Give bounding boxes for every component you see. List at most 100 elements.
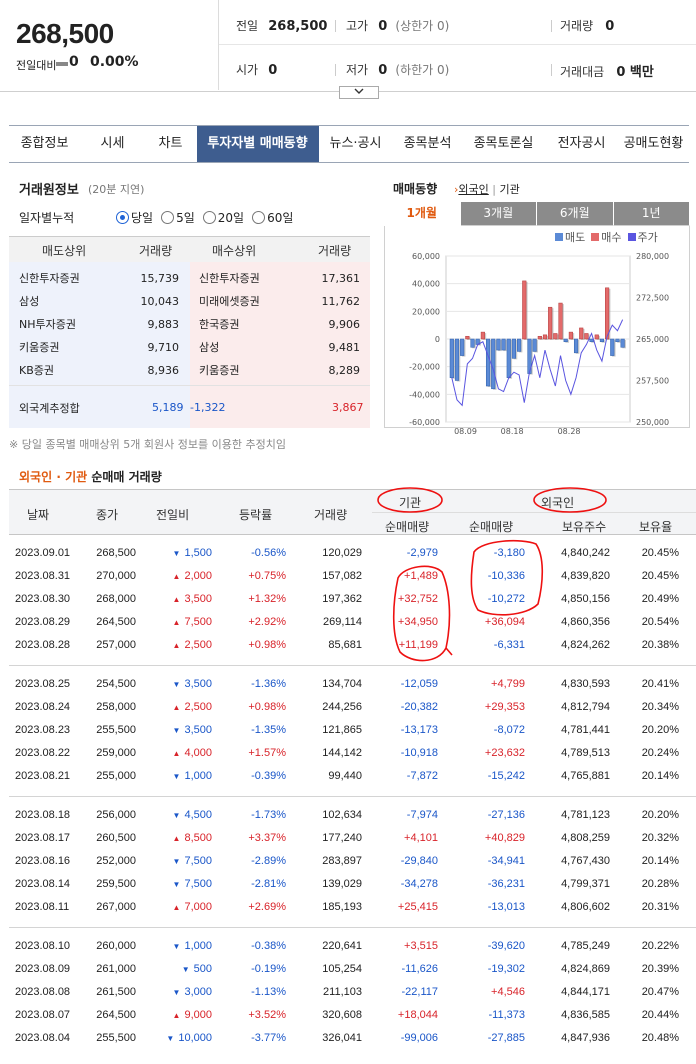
period-radio-label: 20일 xyxy=(217,211,245,225)
tab-2[interactable]: 차트 xyxy=(158,136,183,151)
sell-bar xyxy=(610,338,615,356)
sell-broker-volume: 9,883 xyxy=(147,318,180,331)
institution-net-cell: +11,199 xyxy=(398,639,438,651)
sell-broker-volume: 9,710 xyxy=(147,341,180,354)
expand-button[interactable] xyxy=(339,86,379,99)
volume: 거래량 0 xyxy=(560,17,614,34)
diff-value: 500 xyxy=(193,963,212,975)
radio-button-icon[interactable] xyxy=(161,211,175,224)
header-holding-ratio: 보유율 xyxy=(639,520,673,534)
radio-button-icon[interactable] xyxy=(252,211,266,224)
institution-net-cell: -10,918 xyxy=(400,747,438,759)
sell-broker-name[interactable]: 키움증권 xyxy=(19,341,60,354)
header-foreign-net: 순매매량 xyxy=(469,520,514,534)
volume-cell: 244,256 xyxy=(322,701,362,713)
diff-value: 2,500 xyxy=(184,701,212,713)
date-cell: 2023.08.07 xyxy=(15,1009,71,1021)
sell-broker-name[interactable]: 삼성 xyxy=(19,295,40,308)
chart-period-tab-2[interactable]: 6개월 xyxy=(537,202,614,226)
toggle-institution[interactable]: 기관 xyxy=(499,183,520,196)
foreign-net-cell: -19,302 xyxy=(487,963,525,975)
rate-cell: -0.39% xyxy=(251,770,286,782)
radio-button-icon[interactable] xyxy=(116,211,129,224)
close-cell: 260,500 xyxy=(96,832,136,844)
sell-broker-name[interactable]: KB증권 xyxy=(19,364,54,377)
holding-ratio-cell: 20.45% xyxy=(641,570,679,582)
header-close: 종가 xyxy=(96,508,119,522)
tab-4[interactable]: 뉴스·공시 xyxy=(329,136,382,151)
close-cell: 259,500 xyxy=(96,878,136,890)
buy-broker-name[interactable]: 키움증권 xyxy=(199,364,240,377)
foreign-net-cell: +29,353 xyxy=(484,701,525,713)
date-cell: 2023.08.24 xyxy=(15,701,71,713)
period-radio-1[interactable]: 5일 xyxy=(161,209,195,226)
accumulation-label: 일자별누적 xyxy=(19,211,75,225)
tab-6[interactable]: 종목토론실 xyxy=(473,136,534,151)
price-line xyxy=(451,319,624,407)
y-tick-label: 0 xyxy=(435,335,440,344)
date-cell: 2023.08.16 xyxy=(15,855,71,867)
buy-broker-name[interactable]: 신한투자증권 xyxy=(199,272,260,285)
chart-period-tab-0[interactable]: 1개월 xyxy=(384,202,461,226)
buy-broker-name[interactable]: 미래에셋증권 xyxy=(199,295,260,308)
table-row: 2023.08.22 259,000 4,000 +1.57% 144,142 -10,9… xyxy=(9,743,696,766)
diff-value: 3,500 xyxy=(184,678,212,690)
table-row: 2023.08.10 260,000 1,000 -0.38% 220,641 +3,51… xyxy=(9,936,696,959)
buy-bar xyxy=(548,306,553,340)
buy-bar xyxy=(480,331,485,340)
buy-broker-name[interactable]: 삼성 xyxy=(199,341,220,354)
date-cell: 2023.08.11 xyxy=(15,901,70,913)
diff-value: 2,500 xyxy=(184,639,212,651)
tab-1[interactable]: 시세 xyxy=(100,136,125,151)
header-volume: 거래량 xyxy=(314,508,348,522)
holding-ratio-cell: 20.41% xyxy=(641,678,679,690)
tab-0[interactable]: 종합정보 xyxy=(20,136,69,151)
divider xyxy=(372,512,696,513)
toggle-foreign[interactable]: 외국인 xyxy=(458,183,489,196)
buy-bar xyxy=(568,331,573,340)
date-cell: 2023.08.30 xyxy=(15,593,71,605)
holding-cell: 4,824,869 xyxy=(561,963,610,975)
chart-period-tab-1[interactable]: 3개월 xyxy=(460,202,537,226)
tab-7[interactable]: 전자공시 xyxy=(557,136,606,151)
buy-bar xyxy=(537,335,542,340)
diff-value: 4,500 xyxy=(184,809,212,821)
prev-close: 전일 268,500 xyxy=(236,17,327,34)
legend-price: 주가 xyxy=(627,229,658,245)
sell-broker-name[interactable]: NH투자증권 xyxy=(19,318,76,331)
sell-bar xyxy=(517,338,522,352)
buy-bar xyxy=(522,280,527,340)
sell-bar xyxy=(620,338,625,348)
holding-ratio-cell: 20.24% xyxy=(641,747,679,759)
period-radio-2[interactable]: 20일 xyxy=(202,209,245,226)
date-cell: 2023.08.04 xyxy=(15,1032,71,1044)
tab-3[interactable]: 투자자별 매매동향 xyxy=(197,126,319,162)
tab-8[interactable]: 공매도현황 xyxy=(623,136,684,151)
sell-broker-name[interactable]: 신한투자증권 xyxy=(19,272,80,285)
holding-cell: 4,781,441 xyxy=(561,724,610,736)
legend-buy-label: 매수 xyxy=(601,231,622,244)
buy-broker-volume: 8,289 xyxy=(328,364,361,377)
holding-cell: 4,839,820 xyxy=(561,570,610,582)
rate-cell: -3.77% xyxy=(251,1032,286,1044)
radio-button-icon[interactable] xyxy=(202,211,216,224)
sell-top-header: 매도상위 xyxy=(42,244,87,258)
tab-5[interactable]: 종목분석 xyxy=(403,136,452,151)
divider xyxy=(335,20,336,32)
table-row: 2023.08.11 267,000 7,000 +2.69% 185,193 +25,4… xyxy=(9,897,696,920)
change-percent: 0.00% xyxy=(90,54,139,70)
period-radio-0[interactable]: 당일 xyxy=(116,209,153,226)
arrow-down-icon xyxy=(173,942,181,951)
chart-period-tab-3[interactable]: 1년 xyxy=(613,202,690,226)
buy-bar xyxy=(542,334,548,340)
period-radio-3[interactable]: 60일 xyxy=(252,209,293,226)
diff-cell: 3,000 xyxy=(157,986,212,998)
close-cell: 256,000 xyxy=(96,809,136,821)
diff-cell: 500 xyxy=(157,963,212,975)
close-cell: 270,000 xyxy=(96,570,136,582)
foreign-net-cell: -13,013 xyxy=(487,901,525,913)
amount-label: 거래대금 xyxy=(560,65,605,79)
buy-broker-name[interactable]: 한국증권 xyxy=(199,318,240,331)
low-value: 0 xyxy=(378,63,388,78)
close-cell: 255,500 xyxy=(96,1032,136,1044)
